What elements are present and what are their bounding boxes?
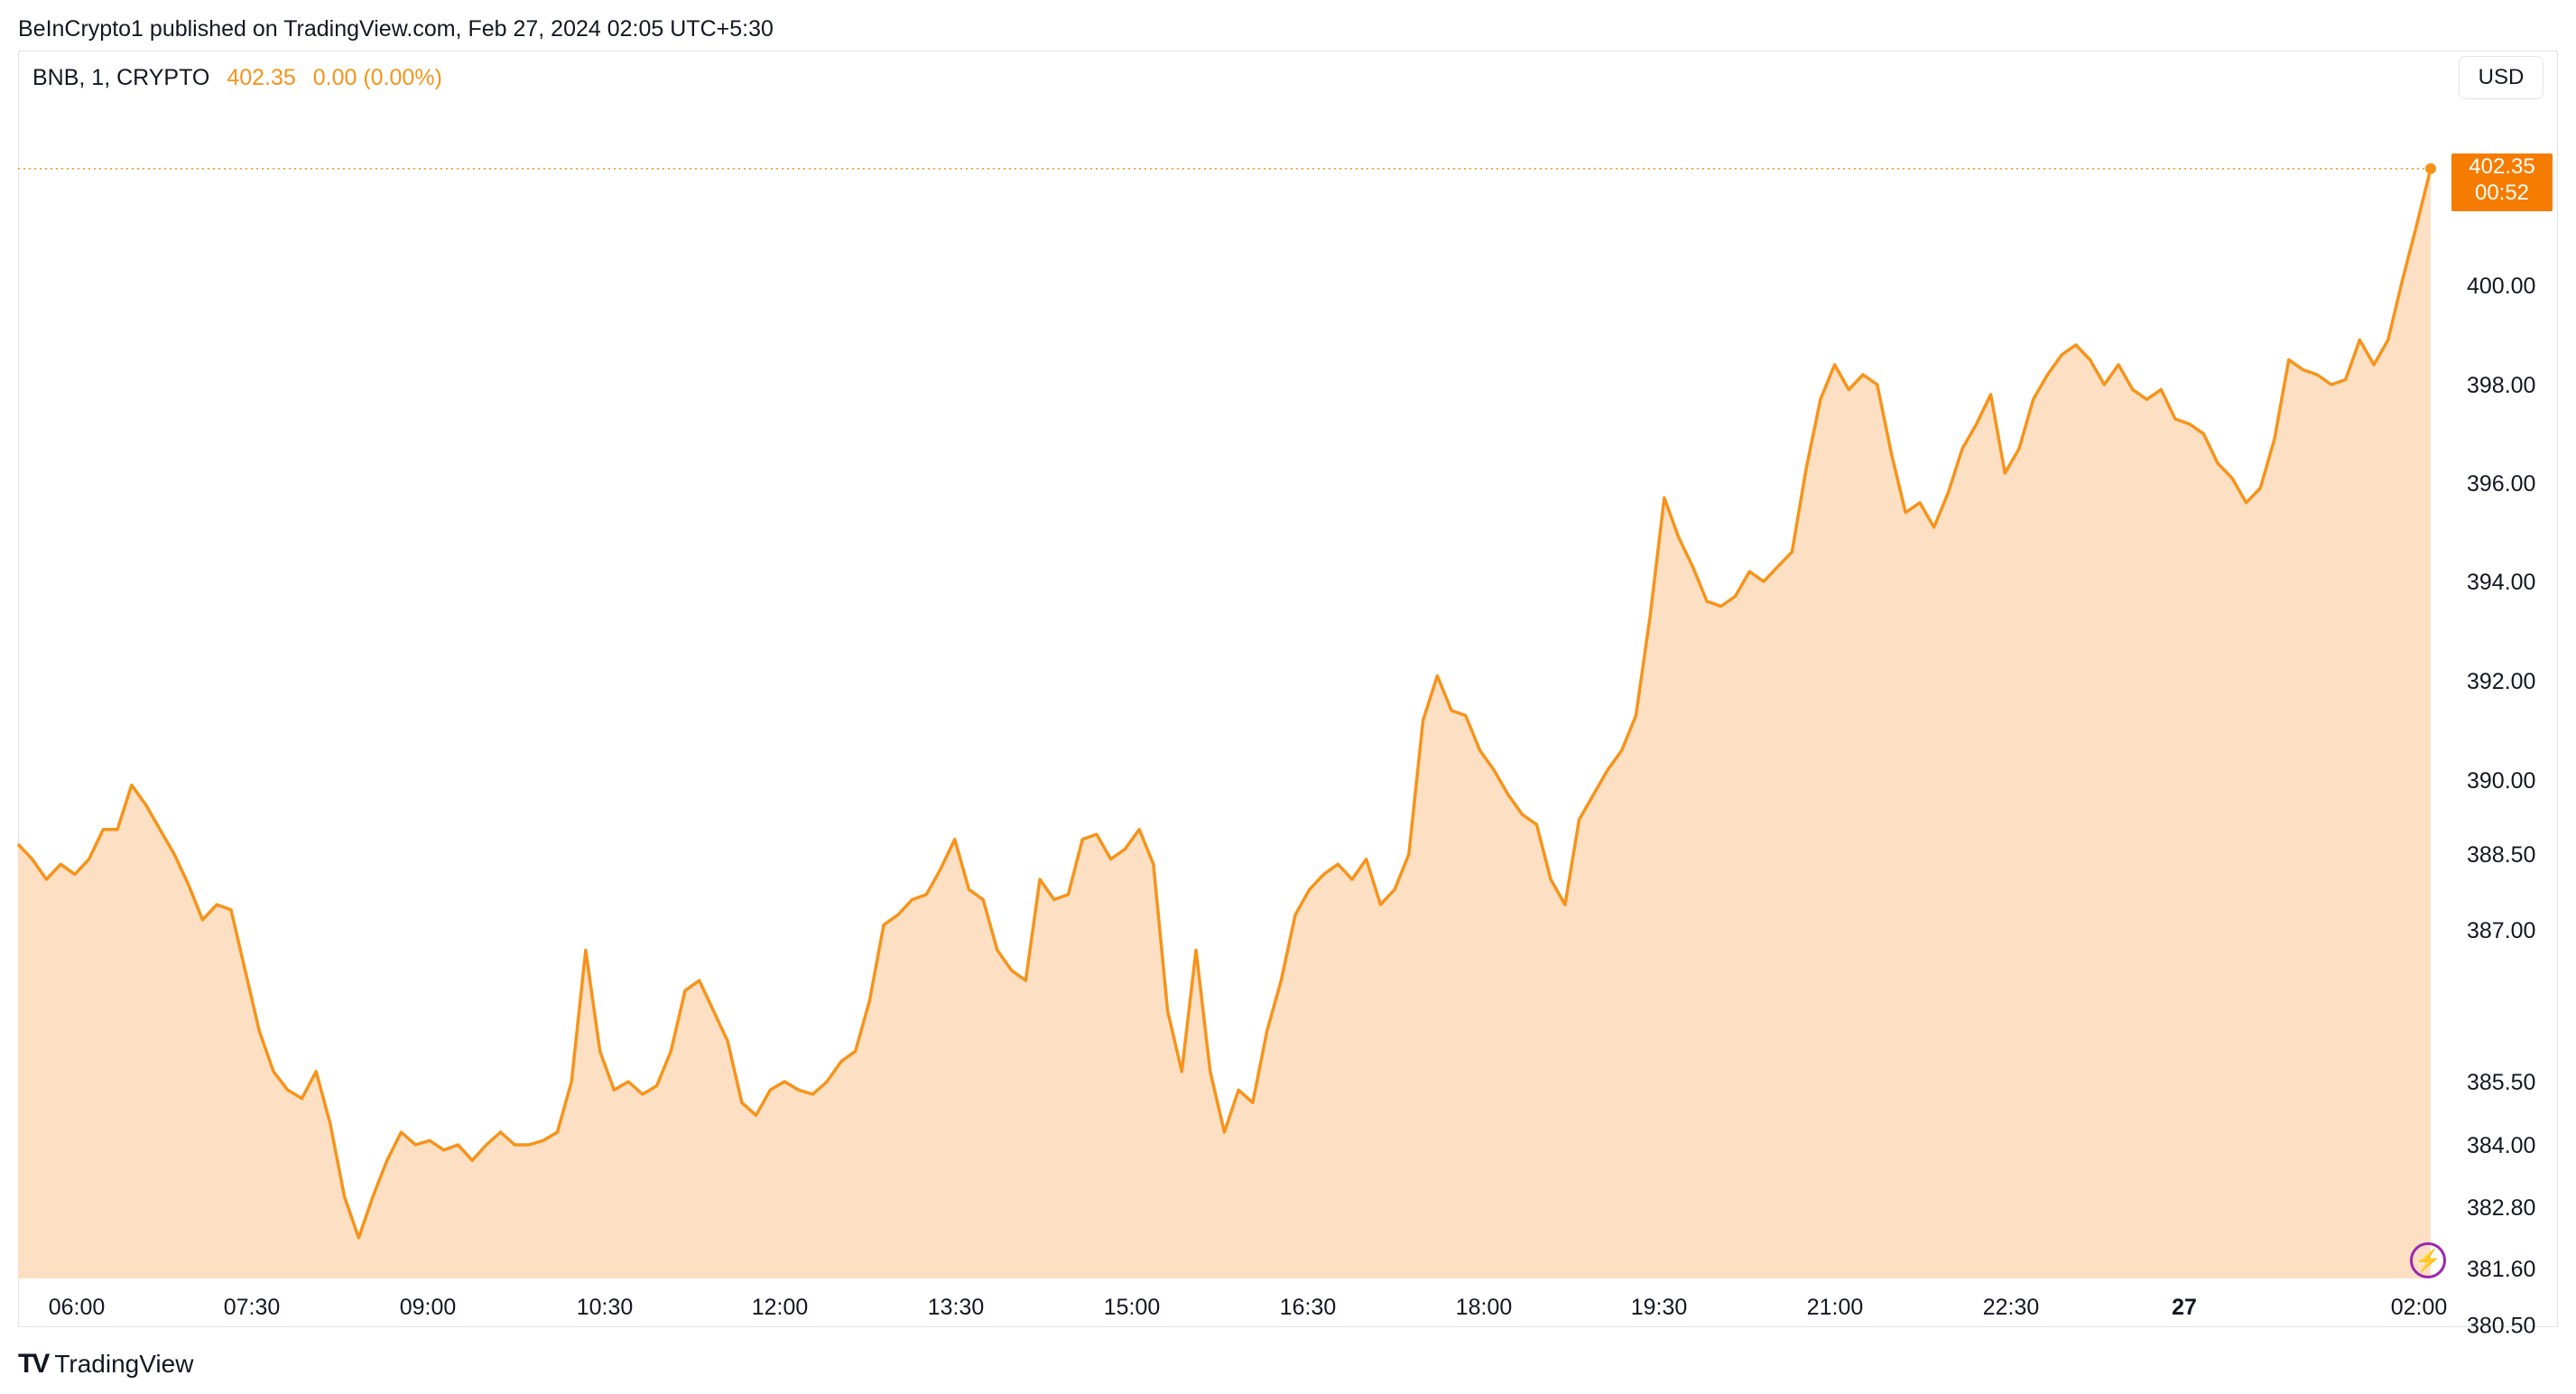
tradingview-logo-text: TradingView [54, 1350, 194, 1378]
last-price-dot [2425, 163, 2436, 174]
countdown-timer: 00:52 [2474, 181, 2530, 205]
x-tick-label: 10:30 [577, 1295, 634, 1320]
symbol-label: BNB, 1, CRYPTO [32, 65, 210, 90]
y-tick-label: 387.00 [2467, 918, 2535, 943]
chart-frame [18, 51, 2558, 1327]
tradingview-logo[interactable]: TV TradingView [18, 1349, 193, 1380]
y-tick-label: 380.50 [2467, 1313, 2535, 1338]
x-tick-label: 16:30 [1280, 1295, 1337, 1320]
y-tick-label: 382.80 [2467, 1195, 2535, 1221]
y-tick-label: 390.00 [2467, 768, 2535, 794]
x-tick-label: 19:30 [1631, 1295, 1688, 1320]
x-tick-label: 09:00 [400, 1295, 457, 1320]
y-tick-label: 400.00 [2467, 274, 2535, 299]
x-axis[interactable]: 06:00 07:30 09:00 10:30 12:00 13:30 15:00 16:30… [49, 1295, 2448, 1320]
y-tick-label: 396.00 [2467, 471, 2535, 497]
published-info: BeInCrypto1 published on TradingView.com… [18, 16, 774, 42]
y-tick-label: 392.00 [2467, 669, 2535, 694]
y-tick-label: 381.60 [2467, 1257, 2535, 1282]
y-tick-label: 398.00 [2467, 373, 2535, 398]
x-tick-label: 02:00 [2391, 1295, 2448, 1320]
tradingview-logo-icon: TV [18, 1349, 50, 1379]
legend-price: 402.35 [227, 65, 296, 90]
x-tick-label: 06:00 [49, 1295, 106, 1320]
y-tick-label: 384.00 [2467, 1133, 2535, 1158]
lightning-icon[interactable]: ⚡ [2410, 1242, 2446, 1278]
x-tick-label: 18:00 [1456, 1295, 1513, 1320]
x-tick-label: 07:30 [224, 1295, 281, 1320]
legend-change: 0.00 (0.00%) [312, 65, 442, 90]
y-axis[interactable]: 400.00 398.00 396.00 394.00 392.00 390.00 388.… [2467, 274, 2535, 1338]
price-area-fill [18, 168, 2431, 1279]
price-line [16, 168, 2432, 1240]
y-tick-label: 385.50 [2467, 1070, 2535, 1095]
symbol-legend: BNB, 1, CRYPTO 402.35 0.00 (0.00%) [32, 65, 442, 91]
x-tick-label: 22:30 [1983, 1295, 2040, 1320]
y-tick-label: 394.00 [2467, 570, 2535, 595]
last-price-tag: 402.35 00:52 [2451, 153, 2553, 211]
last-price-tag-value: 402.35 [2469, 154, 2535, 179]
x-tick-label: 27 [2172, 1295, 2197, 1320]
y-tick-label: 388.50 [2467, 842, 2535, 868]
x-tick-label: 12:00 [752, 1295, 809, 1320]
currency-button[interactable]: USD [2459, 56, 2544, 99]
x-tick-label: 13:30 [928, 1295, 985, 1320]
x-tick-label: 15:00 [1104, 1295, 1161, 1320]
x-tick-label: 21:00 [1807, 1295, 1864, 1320]
